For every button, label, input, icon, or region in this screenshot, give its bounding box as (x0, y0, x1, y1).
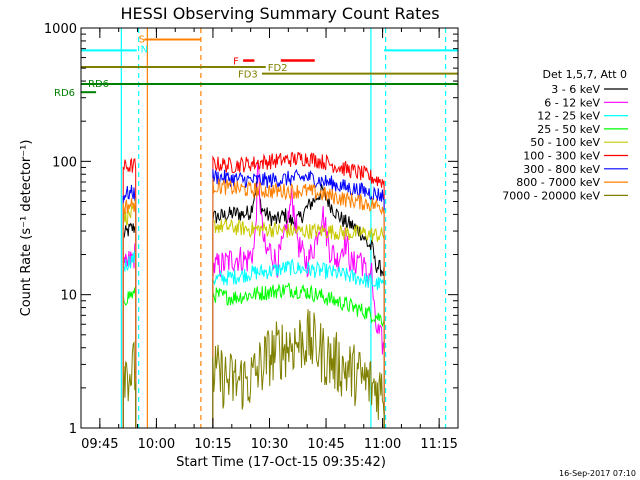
series-line (212, 151, 385, 428)
series-100-300kev (122, 151, 385, 428)
x-axis-label: Start Time (17-Oct-15 09:35:42) (176, 455, 386, 470)
x-tick-label: 09:45 (81, 437, 118, 452)
legend-title: Det 1,5,7, Att 0 (543, 68, 627, 81)
legend-label: 100 - 300 keV (523, 150, 600, 163)
series-line (212, 309, 385, 428)
series-line (122, 340, 137, 428)
x-tick-label: 10:00 (138, 437, 175, 452)
series-25-50kev (122, 282, 385, 428)
series-300-800kev (122, 168, 385, 428)
footer-timestamp: 16-Sep-2017 07:10 (559, 469, 636, 478)
series-line (212, 168, 385, 428)
series-50-100kev (122, 204, 385, 428)
x-tick-label: 11:00 (364, 437, 401, 452)
rd6-long-label: RD6 (88, 79, 109, 90)
x-tick-label: 10:45 (307, 437, 344, 452)
series-line (122, 287, 137, 428)
series-line (212, 178, 385, 428)
y-tick-label: 10 (60, 289, 77, 304)
x-tick-label: 10:15 (194, 437, 231, 452)
chart-title: HESSI Observing Summary Count Rates (120, 4, 439, 23)
x-tick-label: 11:15 (420, 437, 457, 452)
y-axis: 1 10 100 1000 (44, 22, 458, 437)
y-tick-label: 100 (52, 155, 77, 170)
y-tick-label: 1000 (44, 22, 77, 37)
saa-label: S (139, 34, 145, 45)
series-line (122, 204, 137, 428)
flare-label: F (233, 57, 239, 68)
series-line (122, 197, 137, 428)
series-7000-20000kev (122, 309, 385, 428)
legend-label: 7000 - 20000 keV (502, 189, 600, 202)
legend-label: 300 - 800 keV (523, 163, 600, 176)
y-axis-label: Count Rate (s⁻¹ detector⁻¹) (19, 140, 34, 317)
series-line (122, 157, 137, 428)
legend-label: 25 - 50 keV (537, 123, 600, 136)
series-line (212, 258, 385, 428)
series-line (122, 250, 137, 428)
x-axis: 09:45 10:00 10:15 10:30 10:45 11:00 11:15 (80, 28, 459, 452)
series-line (212, 162, 385, 428)
series-line (122, 222, 137, 428)
series-line (212, 282, 385, 428)
observing-annotations: NS F FD2 FD3 RD6 RD6 (54, 28, 458, 428)
series-group (122, 151, 385, 428)
legend-label: 3 - 6 keV (551, 83, 600, 96)
series-800-7000kev (122, 178, 385, 428)
series-line (212, 181, 385, 428)
legend-label: 50 - 100 keV (530, 136, 600, 149)
night-label: N (141, 44, 148, 55)
series-line (212, 218, 385, 428)
series-line (122, 184, 137, 428)
legend-label: 800 - 7000 keV (516, 176, 600, 189)
rd6-label: RD6 (54, 88, 75, 99)
legend-label: 6 - 12 keV (544, 96, 600, 109)
legend-label: 12 - 25 keV (537, 110, 600, 123)
fd2-label: FD2 (268, 63, 288, 74)
y-tick-label: 1 (69, 422, 77, 437)
series-12-25kev (122, 250, 385, 428)
fd3-label: FD3 (238, 70, 258, 81)
x-tick-label: 10:30 (251, 437, 288, 452)
series-3-6kev (122, 181, 385, 428)
